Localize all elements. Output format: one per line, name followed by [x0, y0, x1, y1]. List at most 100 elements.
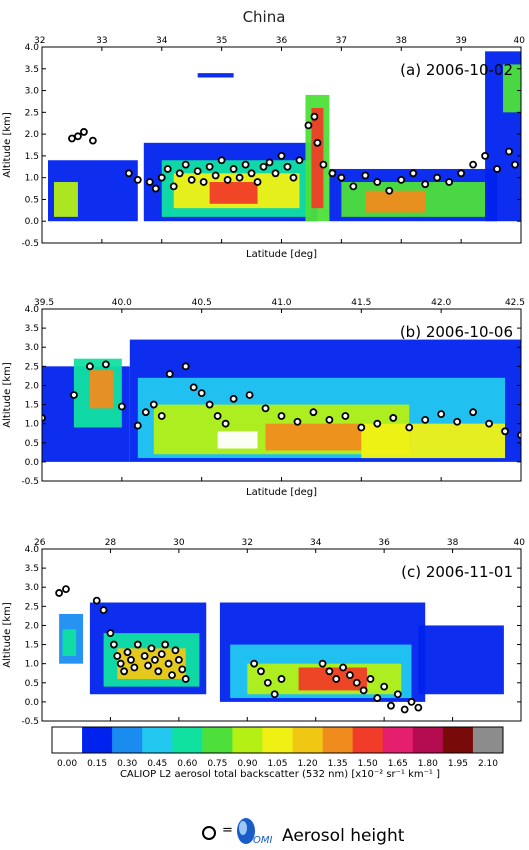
- x-tick-label: 34: [310, 538, 322, 548]
- aerosol-height-point: [517, 431, 521, 440]
- y-tick-label: 1.5: [25, 152, 39, 162]
- y-tick-label: 2.0: [25, 130, 40, 140]
- x-tick-label: 39: [455, 36, 467, 46]
- aerosol-height-point: [341, 412, 350, 420]
- x-tick-label: 32: [242, 538, 253, 548]
- aerosol-height-point: [421, 415, 430, 424]
- y-tick-label: 1.0: [25, 420, 40, 430]
- aerosol-height-point: [154, 667, 163, 676]
- aerosol-height-point: [181, 362, 190, 371]
- colorbar-tick-label: 1.05: [267, 759, 287, 769]
- aerosol-height-point: [400, 705, 409, 714]
- y-axis-label: Altitude [km]: [2, 602, 13, 668]
- aerosol-height-point: [116, 659, 125, 668]
- aerosol-height-point: [187, 175, 196, 184]
- legend-marker: [202, 826, 216, 840]
- colorbar-tick-label: 0.90: [237, 759, 257, 769]
- colorbar-tick-label: 1.50: [358, 759, 378, 769]
- y-tick-label: -0.5: [21, 717, 39, 727]
- aerosol-height-point: [511, 160, 519, 169]
- colorbar-tick-label: 1.20: [298, 759, 318, 769]
- aerosol-height-point: [421, 180, 430, 189]
- colorbar-swatch: [202, 727, 233, 753]
- aerosol-height-point: [80, 128, 88, 136]
- aerosol-height-point: [221, 419, 230, 428]
- y-tick-label: 2.5: [25, 108, 39, 118]
- aerosol-height-point: [270, 690, 279, 699]
- legend: = OMI Aerosol height: [202, 818, 405, 846]
- aerosol-height-point: [141, 408, 150, 417]
- aerosol-height-point: [271, 169, 280, 178]
- y-tick-label: 1.5: [25, 641, 39, 651]
- y-tick-label: 1.0: [25, 174, 40, 184]
- aerosol-height-point: [193, 167, 202, 176]
- aerosol-height-point: [373, 694, 382, 702]
- aerosol-height-point: [181, 675, 190, 683]
- aerosol-height-point: [387, 701, 395, 710]
- aerosol-height-point: [505, 147, 513, 156]
- aerosol-height-point: [277, 412, 286, 420]
- panel-label: (a) 2006-10-02: [400, 61, 513, 79]
- aerosol-height-point: [257, 667, 265, 676]
- aerosol-height-point: [469, 160, 478, 169]
- aerosol-height-point: [325, 667, 334, 676]
- aerosol-height-point: [247, 169, 256, 178]
- aerosol-height-point: [92, 596, 101, 605]
- aerosol-height-point: [197, 389, 206, 397]
- y-tick-label: 0.0: [25, 217, 40, 227]
- aerosol-height-point: [175, 169, 184, 178]
- aerosol-height-point: [86, 362, 94, 371]
- aerosol-height-point: [113, 652, 122, 660]
- aerosol-height-point: [457, 169, 466, 178]
- plot-area: [42, 339, 521, 462]
- backscatter-band: [418, 625, 504, 695]
- aerosol-height-point: [168, 671, 176, 680]
- colorbar-tick-label: 0.30: [117, 759, 137, 769]
- aerosol-height-point: [157, 173, 166, 182]
- plot-frame: [41, 548, 522, 722]
- aerosol-height-point: [74, 132, 82, 141]
- aerosol-height-point: [161, 640, 170, 649]
- colorbar: 0.00 0.15 0.30 0.45 0.60 0.75 0.90 1.05 1.20 1.35…: [51, 726, 504, 769]
- aerosol-height-point: [261, 404, 270, 413]
- y-tick-label: 0.0: [25, 698, 40, 708]
- x-axis-label: Latitude [deg]: [246, 249, 317, 260]
- backscatter-band: [365, 190, 426, 213]
- aerosol-height-point: [101, 360, 110, 369]
- aerosol-height-point: [157, 412, 166, 420]
- plot-area: [47, 51, 521, 222]
- y-tick-label: 3.0: [25, 583, 40, 593]
- aerosol-height-point: [174, 655, 183, 664]
- backscatter-band: [197, 73, 234, 78]
- colorbar-swatch: [142, 727, 173, 753]
- aerosol-height-point: [229, 165, 238, 173]
- aerosol-height-point: [366, 675, 375, 683]
- aerosol-height-point: [339, 663, 347, 672]
- aerosol-height-point: [241, 160, 250, 169]
- aerosol-height-point: [245, 391, 254, 399]
- x-tick-label: 38: [396, 36, 408, 46]
- y-tick-label: 0.0: [25, 458, 40, 468]
- x-tick-label: 30: [173, 538, 185, 548]
- aerosol-height-point: [265, 158, 274, 167]
- aerosol-height-point: [109, 640, 118, 649]
- y-tick-label: 3.5: [25, 324, 39, 334]
- y-tick-label: 3.5: [25, 564, 39, 574]
- aerosol-height-point: [165, 370, 174, 378]
- aerosol-height-point: [213, 412, 222, 420]
- x-tick-label: 28: [105, 538, 117, 548]
- aerosol-height-point: [332, 675, 341, 683]
- x-tick-label: 40.5: [192, 298, 212, 308]
- colorbar-tick-label: 0.45: [147, 759, 167, 769]
- aerosol-height-point: [149, 400, 158, 409]
- aerosol-height-point: [389, 414, 398, 422]
- y-tick-label: 2.5: [25, 362, 39, 372]
- y-tick-label: 2.0: [25, 621, 40, 631]
- aerosol-height-point: [106, 629, 115, 637]
- y-tick-label: -0.5: [21, 477, 39, 487]
- aerosol-height-point: [205, 162, 214, 171]
- legend-equals: =: [222, 823, 233, 838]
- aerosol-height-point: [310, 112, 319, 121]
- y-tick-label: 0.5: [25, 679, 39, 689]
